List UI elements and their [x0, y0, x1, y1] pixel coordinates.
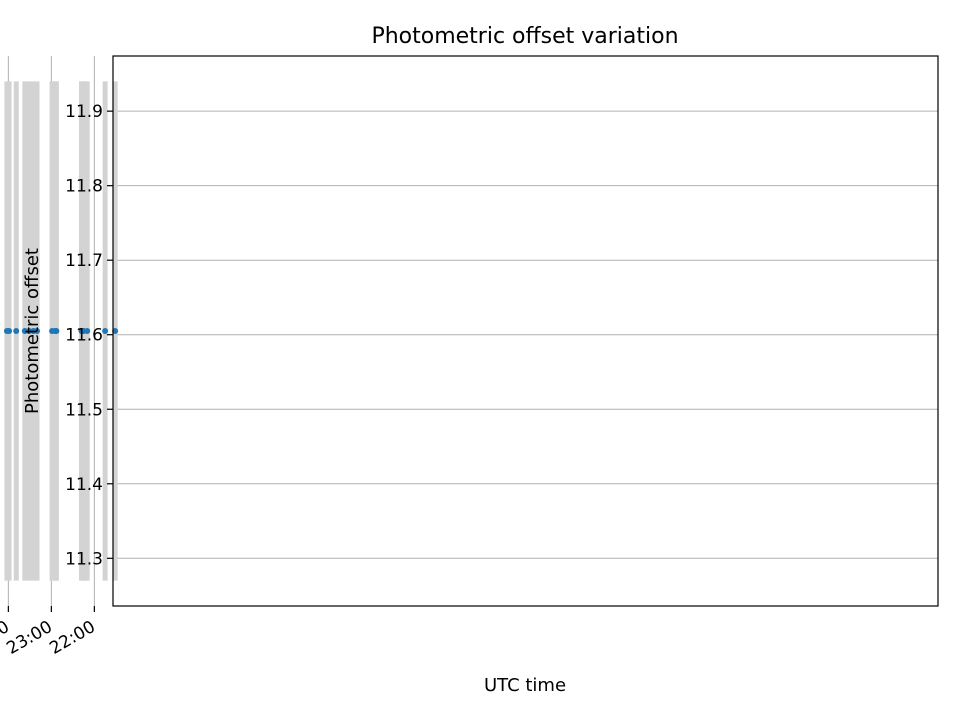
y-tick-label: 11.7	[65, 251, 103, 271]
y-axis-label: Photometric offset	[22, 248, 43, 414]
data-point	[112, 328, 119, 334]
chart-title: Photometric offset variation	[371, 24, 678, 49]
data-point	[3, 328, 10, 334]
data-point	[26, 328, 33, 334]
data-point	[21, 328, 28, 334]
y-tick-label: 11.8	[65, 177, 103, 197]
data-point	[30, 328, 37, 334]
data-point	[49, 328, 56, 334]
data-point	[13, 328, 20, 334]
y-tick-label: 11.3	[65, 549, 103, 569]
y-tick-label: 11.5	[65, 400, 103, 420]
y-axis-ticks: 11.3 11.4 11.5 11.6 11.7 11.8 11.9	[65, 102, 113, 569]
data-point	[78, 328, 85, 334]
y-tick-label: 11.9	[65, 102, 103, 122]
data-points	[3, 328, 119, 334]
data-point	[102, 328, 109, 334]
y-tick-label: 11.6	[65, 326, 103, 346]
y-tick-label: 11.4	[65, 475, 103, 495]
plot-area-frame	[112, 55, 939, 607]
x-axis-label: UTC time	[484, 675, 566, 696]
